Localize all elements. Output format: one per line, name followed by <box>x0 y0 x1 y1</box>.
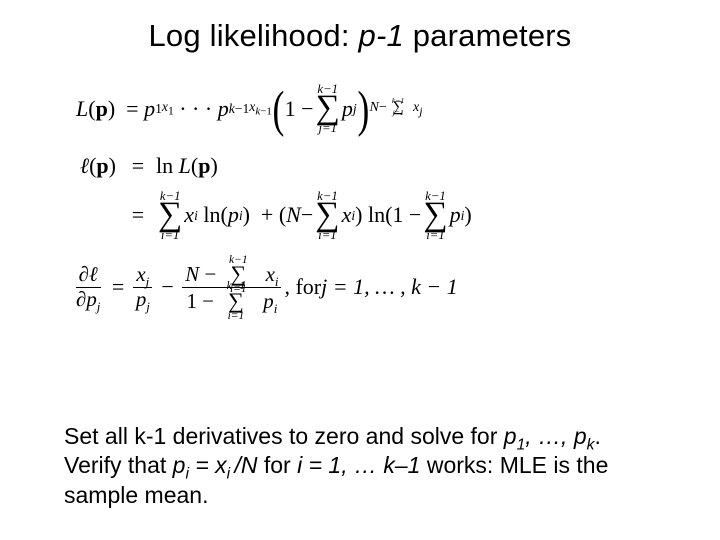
closing-dots: , …, <box>525 423 574 449</box>
closing-slashn: /N <box>234 452 257 478</box>
eq-derivative: ∂ℓ ∂pj = xj pj − N − k−1∑i=1 xi 1 − k−1∑… <box>70 259 660 317</box>
closing-p1: p <box>504 423 517 449</box>
closing-for: for <box>257 452 297 478</box>
closing-sub1: 1 <box>517 436 526 453</box>
text-jrange: j = 1, … , k − 1 <box>321 273 458 302</box>
eq-ell-expand: = k−1 ∑ i=1 xi ln(pi) + (N − k−1 ∑ i=1 x… <box>70 187 660 245</box>
closing-eq: = <box>189 452 215 478</box>
eq-likelihood: L(p) = p1x1 · · · pk−1xk−1 (1 − k−1 ∑ j=… <box>70 80 660 138</box>
sym-ln: ln <box>156 152 173 181</box>
title-text-ital: p-1 <box>359 18 404 53</box>
eq-ell-def: ℓ(p) = ln L(p) <box>70 152 660 181</box>
title-text-pre: Log likelihood: <box>148 18 358 53</box>
closing-ieq: i = 1, … k–1 <box>297 452 420 478</box>
text-for: , for <box>284 273 321 302</box>
title-text-post: parameters <box>404 18 572 53</box>
closing-text: Set all k-1 derivatives to zero and solv… <box>60 422 660 510</box>
sym-L: L <box>76 95 88 124</box>
closing-pi: p <box>173 452 186 478</box>
math-block: L(p) = p1x1 · · · pk−1xk−1 (1 − k−1 ∑ j=… <box>60 74 660 414</box>
sym-ell: ℓ <box>80 153 89 178</box>
closing-pk: p <box>574 423 587 449</box>
closing-line1: Set all k-1 derivatives to zero and solv… <box>64 423 504 449</box>
slide-container: Log likelihood: p-1 parameters L(p) = p1… <box>0 0 720 540</box>
closing-xi: x <box>215 452 227 478</box>
slide-title: Log likelihood: p-1 parameters <box>60 18 660 54</box>
